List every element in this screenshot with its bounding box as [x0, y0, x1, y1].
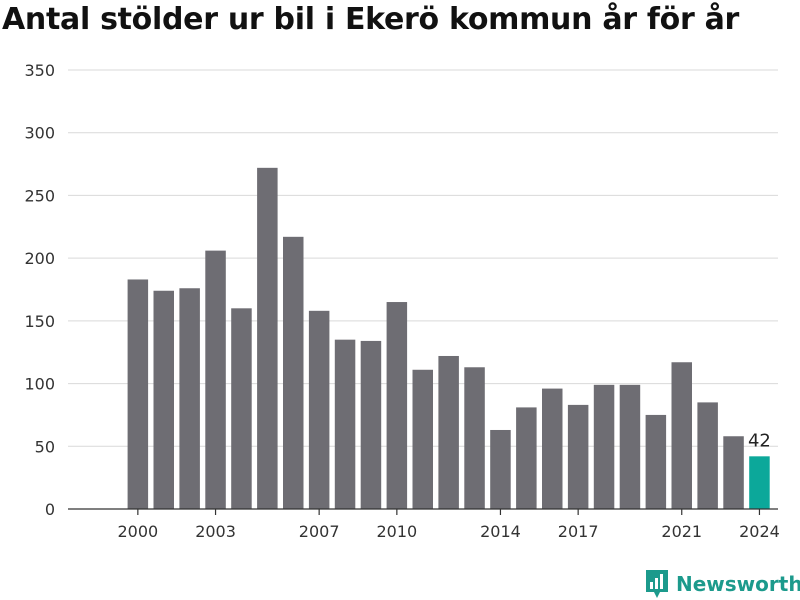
bar-2003: [205, 250, 226, 509]
bar-2017: [567, 404, 589, 509]
bar-2018: [593, 384, 615, 509]
bar-2020: [645, 414, 667, 509]
y-tick-label: 300: [24, 124, 55, 143]
x-tick-label: 2024: [739, 522, 780, 541]
bar-2002: [179, 288, 200, 509]
bar-2012: [438, 355, 459, 509]
bar-2021: [671, 362, 692, 509]
x-tick-label: 2010: [376, 522, 417, 541]
x-tick-label: 2003: [195, 522, 236, 541]
bar-2013: [464, 367, 485, 509]
x-tick-label: 2000: [117, 522, 158, 541]
y-tick-label: 150: [24, 312, 55, 331]
axes: [68, 508, 778, 515]
bar-2010: [386, 302, 408, 509]
bar-2014: [490, 429, 511, 509]
bars: [127, 167, 770, 509]
bar-2011: [412, 369, 433, 509]
bar-2024: [749, 456, 770, 509]
x-tick-label: 2014: [480, 522, 521, 541]
bar-2016: [542, 388, 563, 509]
bar-2007: [308, 310, 330, 509]
y-tick-label: 200: [24, 249, 55, 268]
bar-2001: [153, 290, 174, 509]
newsworthy-logo-icon: [646, 570, 668, 598]
bar-2006: [283, 236, 304, 509]
brand-logo: Newsworthy: [644, 568, 800, 600]
bar-2009: [360, 340, 382, 509]
bar-2022: [697, 402, 718, 509]
labels: 0 50 100 150 200 250 300 350 2000 2003 2007 2010 201…: [24, 61, 779, 541]
y-tick-label: 250: [24, 186, 55, 205]
bar-2000: [127, 279, 149, 509]
brand-name: Newsworthy: [676, 572, 800, 596]
bar-2008: [334, 339, 356, 509]
x-tick-label: 2007: [299, 522, 340, 541]
bar-2005: [257, 167, 278, 509]
y-tick-label: 0: [45, 500, 55, 519]
data-label-2024: 42: [748, 430, 771, 451]
x-tick-label: 2017: [558, 522, 599, 541]
bar-2015: [516, 407, 537, 509]
y-tick-label: 100: [24, 375, 55, 394]
bar-2023: [723, 436, 744, 509]
bar-2019: [619, 384, 641, 509]
chart-title: Antal stölder ur bil i Ekerö kommun år f…: [2, 2, 740, 37]
y-tick-label: 350: [24, 61, 55, 80]
x-tick-label: 2021: [661, 522, 702, 541]
bar-2004: [231, 308, 252, 509]
y-tick-label: 50: [35, 437, 55, 456]
